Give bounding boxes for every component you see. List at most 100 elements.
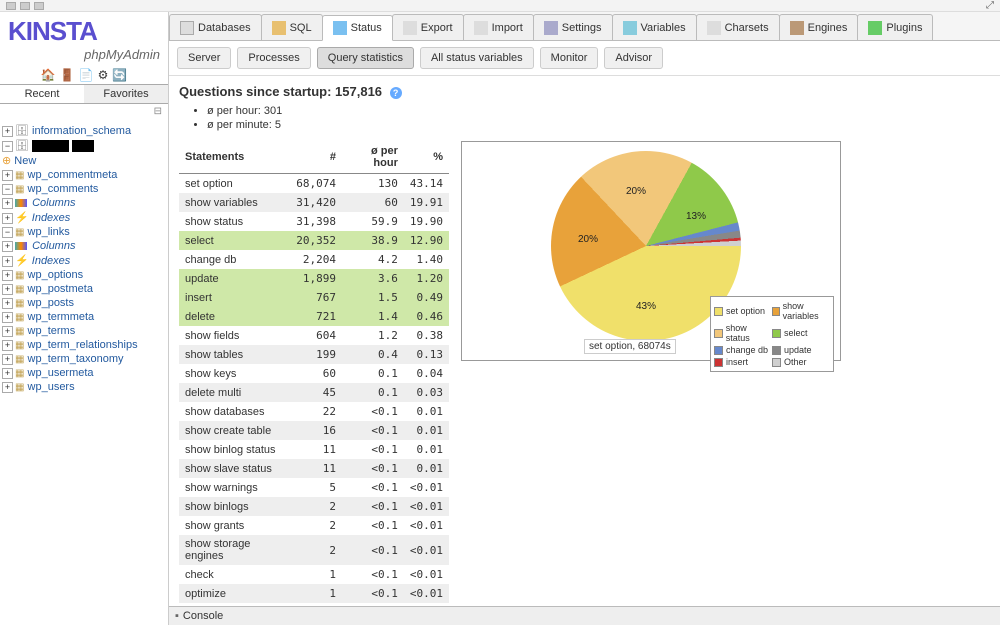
tree-wp-users[interactable]: wp_users	[28, 381, 75, 393]
content-area: Questions since startup: 157,816 ? ø per…	[169, 76, 1000, 625]
reload-icon[interactable]: 🔄	[112, 68, 127, 82]
tab-export[interactable]: Export	[392, 14, 464, 40]
table-row: optimize1<0.1<0.01	[179, 584, 449, 603]
col-count[interactable]: #	[290, 141, 342, 174]
logout-icon[interactable]: 🚪	[60, 68, 75, 82]
window-restore-icon[interactable]: ⤢	[986, 0, 994, 11]
table-row: show binlog status11<0.10.01	[179, 440, 449, 459]
tree-columns[interactable]: Columns	[32, 240, 75, 252]
tree-wp-term-taxonomy[interactable]: wp_term_taxonomy	[28, 353, 124, 365]
columns-icon	[15, 242, 27, 250]
table-row: update1,8993.61.20	[179, 269, 449, 288]
variables-icon	[623, 21, 637, 35]
expand-icon[interactable]: +	[2, 326, 13, 337]
database-tree: +🗄 information_schema −🗄 XXXXX XXX ⊕ New…	[0, 119, 168, 625]
pie-label-20a: 20%	[578, 234, 598, 245]
tree-wp-comments[interactable]: wp_comments	[28, 183, 99, 195]
help-icon[interactable]: ?	[390, 87, 402, 99]
table-row: show binlogs2<0.1<0.01	[179, 497, 449, 516]
expand-icon[interactable]: +	[2, 284, 13, 295]
legend-item: Other	[772, 357, 830, 367]
expand-icon[interactable]: +	[2, 170, 13, 181]
database-icon	[180, 21, 194, 35]
subtab-server[interactable]: Server	[177, 47, 231, 69]
expand-icon[interactable]: +	[2, 340, 13, 351]
table-row: change db2,2044.21.40	[179, 250, 449, 269]
expand-icon[interactable]: +	[2, 312, 13, 323]
expand-icon[interactable]: +	[2, 241, 13, 252]
table-row: show status31,39859.919.90	[179, 212, 449, 231]
col-per-hour[interactable]: ø per hour	[342, 141, 404, 174]
tree-wp-term-relationships[interactable]: wp_term_relationships	[28, 339, 138, 351]
table-row: show databases22<0.10.01	[179, 402, 449, 421]
tree-new[interactable]: New	[14, 155, 36, 167]
subtab-query-statistics[interactable]: Query statistics	[317, 47, 414, 69]
tab-plugins[interactable]: Plugins	[857, 14, 933, 40]
tab-status[interactable]: Status	[322, 15, 393, 41]
tab-databases[interactable]: Databases	[169, 14, 262, 40]
tree-wp-termmeta[interactable]: wp_termmeta	[28, 311, 95, 323]
expand-icon[interactable]: +	[2, 298, 13, 309]
main-panel: Databases SQL Status Export Import Setti…	[169, 12, 1000, 625]
tree-indexes[interactable]: Indexes	[32, 255, 71, 267]
expand-icon[interactable]: +	[2, 213, 13, 224]
expand-icon[interactable]: +	[2, 198, 13, 209]
tree-indexes[interactable]: Indexes	[32, 212, 71, 224]
collapse-icon[interactable]: −	[2, 227, 13, 238]
collapse-icon[interactable]: −	[2, 141, 13, 152]
col-pct[interactable]: %	[404, 141, 449, 174]
docs-icon[interactable]: 📄	[79, 68, 94, 82]
tree-wp-links[interactable]: wp_links	[28, 226, 70, 238]
tab-variables[interactable]: Variables	[612, 14, 697, 40]
expand-icon[interactable]: +	[2, 368, 13, 379]
sidebar-quick-icons: 🏠 🚪 📄 ⚙ 🔄	[0, 66, 168, 84]
col-statements[interactable]: Statements	[179, 141, 290, 174]
collapse-icon[interactable]: −	[2, 184, 13, 195]
tree-wp-posts[interactable]: wp_posts	[28, 297, 74, 309]
table-row: show create table16<0.10.01	[179, 421, 449, 440]
legend-item: change db	[714, 345, 772, 355]
tree-wp-postmeta[interactable]: wp_postmeta	[28, 283, 93, 295]
db-information-schema[interactable]: information_schema	[32, 125, 131, 137]
tab-sql[interactable]: SQL	[261, 14, 323, 40]
tree-wp-commentmeta[interactable]: wp_commentmeta	[28, 169, 118, 181]
expand-icon[interactable]: +	[2, 270, 13, 281]
console-bar[interactable]: ▪Console	[169, 606, 1000, 625]
expand-icon[interactable]: +	[2, 126, 13, 137]
tree-wp-options[interactable]: wp_options	[28, 269, 84, 281]
table-row: delete7211.40.46	[179, 307, 449, 326]
tab-favorites[interactable]: Favorites	[84, 85, 168, 103]
sidebar: KINSTA phpMyAdmin 🏠 🚪 📄 ⚙ 🔄 Recent Favor…	[0, 12, 169, 625]
table-row: show fields6041.20.38	[179, 326, 449, 345]
tree-collapse-icon[interactable]: ⊟	[0, 104, 168, 119]
window-topbar: ⤢	[0, 0, 1000, 12]
table-row: show grants2<0.1<0.01	[179, 516, 449, 535]
subtab-monitor[interactable]: Monitor	[540, 47, 599, 69]
table-row: select20,35238.912.90	[179, 231, 449, 250]
top-tabs: Databases SQL Status Export Import Setti…	[169, 12, 1000, 41]
subtab-processes[interactable]: Processes	[237, 47, 310, 69]
tab-settings[interactable]: Settings	[533, 14, 613, 40]
settings-icon	[544, 21, 558, 35]
db-redacted[interactable]: XXXXX	[32, 140, 69, 152]
subtab-all-status-variables[interactable]: All status variables	[420, 47, 534, 69]
statements-table: Statements # ø per hour % set option68,0…	[179, 141, 449, 603]
pie-label-43: 43%	[636, 301, 656, 312]
tree-wp-terms[interactable]: wp_terms	[28, 325, 76, 337]
subtab-advisor[interactable]: Advisor	[604, 47, 663, 69]
table-row: show keys600.10.04	[179, 364, 449, 383]
home-icon[interactable]: 🏠	[41, 68, 56, 82]
tab-import[interactable]: Import	[463, 14, 534, 40]
settings-icon[interactable]: ⚙	[98, 68, 109, 82]
expand-icon[interactable]: +	[2, 354, 13, 365]
tree-columns[interactable]: Columns	[32, 197, 75, 209]
table-row: show variables31,4206019.91	[179, 193, 449, 212]
expand-icon[interactable]: +	[2, 256, 13, 267]
pie-label-13: 13%	[686, 211, 706, 222]
expand-icon[interactable]: +	[2, 382, 13, 393]
tree-wp-usermeta[interactable]: wp_usermeta	[28, 367, 94, 379]
tab-recent[interactable]: Recent	[0, 85, 84, 103]
tab-charsets[interactable]: Charsets	[696, 14, 780, 40]
tab-engines[interactable]: Engines	[779, 14, 859, 40]
engines-icon	[790, 21, 804, 35]
